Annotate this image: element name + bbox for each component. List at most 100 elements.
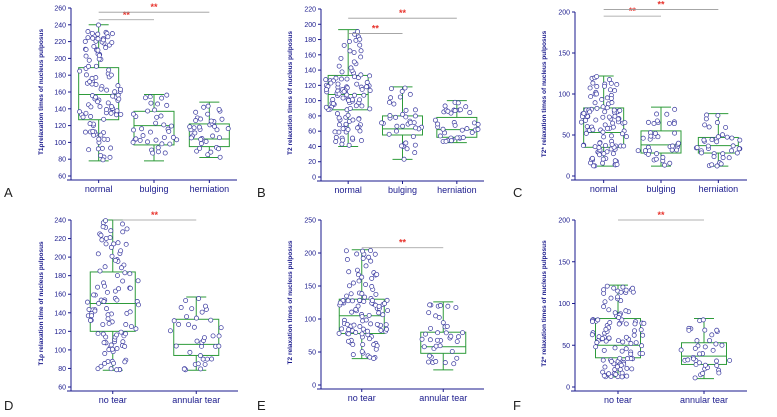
data-point (368, 258, 374, 264)
data-point (187, 349, 193, 355)
data-point (196, 124, 202, 130)
data-point (118, 86, 123, 92)
data-point (475, 121, 481, 127)
data-point (111, 360, 116, 366)
data-point (195, 361, 201, 367)
data-point (608, 80, 614, 86)
significance-marker: ** (151, 210, 159, 220)
y-tick-label: 60 (58, 385, 66, 392)
data-point (140, 133, 146, 139)
data-point (210, 333, 216, 339)
data-point (101, 136, 107, 142)
data-point (137, 137, 143, 143)
data-point (423, 331, 428, 337)
data-point (633, 340, 639, 346)
box-iqr (640, 130, 682, 154)
data-point (343, 248, 349, 254)
data-point (113, 112, 119, 118)
data-point (588, 94, 594, 100)
data-point (356, 278, 362, 284)
data-point (357, 97, 363, 103)
data-point (109, 104, 115, 110)
data-point (87, 79, 93, 85)
data-point (724, 134, 730, 140)
data-point (403, 140, 409, 146)
data-point (355, 125, 361, 131)
data-point (379, 120, 385, 126)
y-tick-label: 100 (304, 98, 316, 105)
data-point (359, 314, 365, 319)
data-point (619, 374, 625, 380)
data-point (608, 95, 614, 101)
data-point (702, 344, 708, 350)
data-point (85, 35, 91, 41)
panel-label: C (513, 185, 522, 200)
data-point (464, 126, 470, 132)
data-point (600, 357, 606, 363)
y-tick-label: 100 (54, 140, 66, 147)
data-point (77, 109, 83, 115)
data-point (397, 94, 403, 100)
data-point (386, 131, 392, 137)
data-point (153, 120, 159, 126)
data-point (602, 122, 608, 128)
data-point (597, 140, 603, 146)
data-point (393, 114, 399, 120)
data-point (384, 326, 389, 332)
data-point (103, 334, 109, 340)
data-point (344, 321, 350, 327)
data-point (194, 148, 200, 154)
data-point (186, 322, 192, 328)
data-point (599, 336, 605, 341)
significance-marker: ** (657, 210, 665, 220)
data-point (632, 321, 638, 327)
data-point (100, 322, 106, 327)
data-point (442, 103, 448, 109)
data-point (102, 264, 108, 270)
category-label: bulging (646, 184, 675, 194)
data-point (87, 317, 93, 323)
data-point (192, 130, 198, 136)
data-point (612, 113, 618, 119)
data-point (344, 293, 350, 299)
data-point (600, 160, 605, 166)
y-axis-label: T1ρ relaxation time of nucleus pulposus (38, 241, 45, 366)
data-point (161, 122, 167, 128)
data-point (448, 333, 454, 339)
data-point (607, 87, 613, 93)
data-point (164, 92, 170, 98)
category-label: no tear (99, 395, 127, 405)
data-point (597, 152, 602, 158)
data-point (323, 87, 329, 92)
y-tick-label: 160 (304, 52, 316, 59)
data-point (110, 93, 116, 99)
data-point (346, 327, 352, 332)
data-point (83, 53, 89, 59)
data-point (383, 322, 389, 328)
data-point (178, 305, 184, 310)
data-point (652, 130, 658, 136)
data-point (710, 347, 716, 353)
data-point (442, 360, 448, 366)
data-point (360, 248, 365, 254)
data-point (709, 162, 715, 168)
data-point (401, 156, 407, 162)
data-point (583, 117, 588, 123)
data-point (202, 361, 208, 367)
panel-label: A (4, 185, 13, 200)
data-point (346, 331, 352, 337)
data-point (114, 332, 120, 338)
data-point (713, 341, 719, 347)
data-point (120, 221, 125, 227)
data-point (354, 267, 360, 273)
data-point (691, 356, 696, 362)
data-point (340, 95, 346, 101)
y-axis-label: T2* relaxation times of nucleus pulposus (541, 30, 548, 157)
data-point (96, 300, 102, 306)
data-point (655, 134, 661, 140)
data-point (344, 92, 350, 98)
data-point (219, 116, 225, 122)
data-point (467, 110, 473, 116)
data-point (355, 272, 361, 278)
data-point (412, 107, 418, 113)
